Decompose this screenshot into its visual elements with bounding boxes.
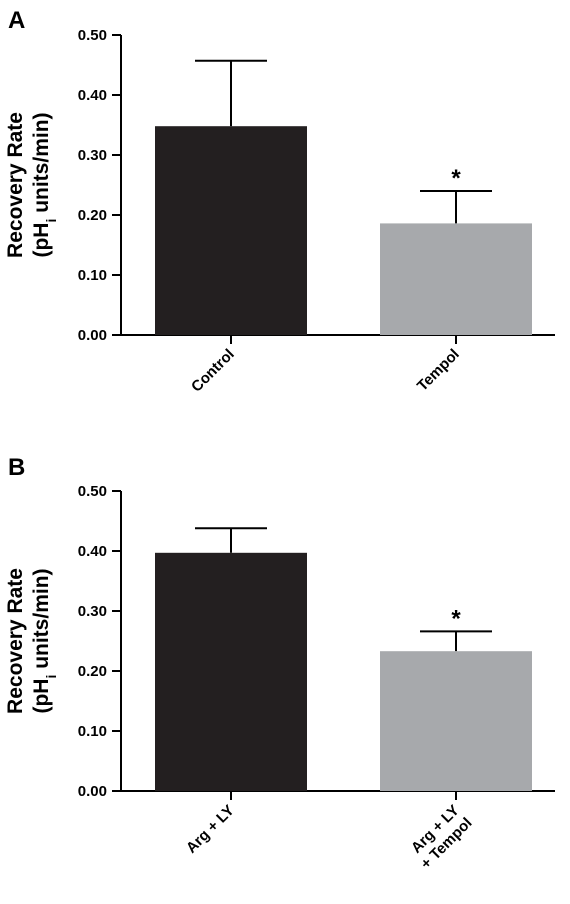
category-label: Arg + LY+ Tempol xyxy=(405,802,476,873)
y-axis-label-line1: Recovery Rate xyxy=(4,568,27,714)
y-tick-label: 0.20 xyxy=(78,663,107,680)
category-label: Arg + LY xyxy=(183,802,238,857)
y-tick-label: 0.10 xyxy=(78,723,107,740)
significance-marker: * xyxy=(451,605,461,632)
category-label-line: Control xyxy=(188,346,238,396)
significance-marker: * xyxy=(451,165,461,192)
y-axis-label-line2: (pH xyxy=(30,679,53,714)
y-axis-label-subscript: i xyxy=(43,219,59,223)
category-label: Tempol xyxy=(414,346,463,395)
y-tick-label: 0.30 xyxy=(78,147,107,164)
panel-letter: A xyxy=(8,7,25,34)
panel-letter: B xyxy=(8,454,25,481)
bar xyxy=(155,552,307,791)
y-tick-label: 0.30 xyxy=(78,603,107,620)
y-axis-label-subscript: i xyxy=(43,675,59,679)
y-tick-label: 0.00 xyxy=(78,783,107,800)
y-axis-label-line2-suffix: units/min) xyxy=(30,112,53,218)
y-tick-label: 0.00 xyxy=(78,327,107,344)
y-tick-label: 0.50 xyxy=(78,483,107,500)
y-axis-label-line2-suffix: units/min) xyxy=(30,568,53,674)
y-axis-label: Recovery Rate (pHi units/min) xyxy=(4,112,59,258)
y-tick-label: 0.40 xyxy=(78,543,107,560)
y-axis-label-line2: (pH xyxy=(30,223,53,258)
chart-panel-a: A 0.00 0.10 0.20 0.30 0.40 0.50 Recovery Rate (p… xyxy=(4,7,555,396)
bar xyxy=(155,126,307,335)
y-tick-label: 0.50 xyxy=(78,27,107,44)
y-tick-label: 0.10 xyxy=(78,267,107,284)
y-tick-label: 0.20 xyxy=(78,207,107,224)
category-label-line: Tempol xyxy=(414,346,463,395)
bar xyxy=(380,651,532,791)
y-axis-label-line1: Recovery Rate xyxy=(4,112,27,258)
chart-panel-b: B 0.00 0.10 0.20 0.30 0.40 0.50 Recovery Rate (p… xyxy=(4,454,555,873)
bar xyxy=(380,223,532,335)
category-label: Control xyxy=(188,346,238,396)
y-tick-label: 0.40 xyxy=(78,87,107,104)
y-axis-label: Recovery Rate (pHi units/min) xyxy=(4,568,59,714)
category-label-line: Arg + LY xyxy=(183,802,238,857)
